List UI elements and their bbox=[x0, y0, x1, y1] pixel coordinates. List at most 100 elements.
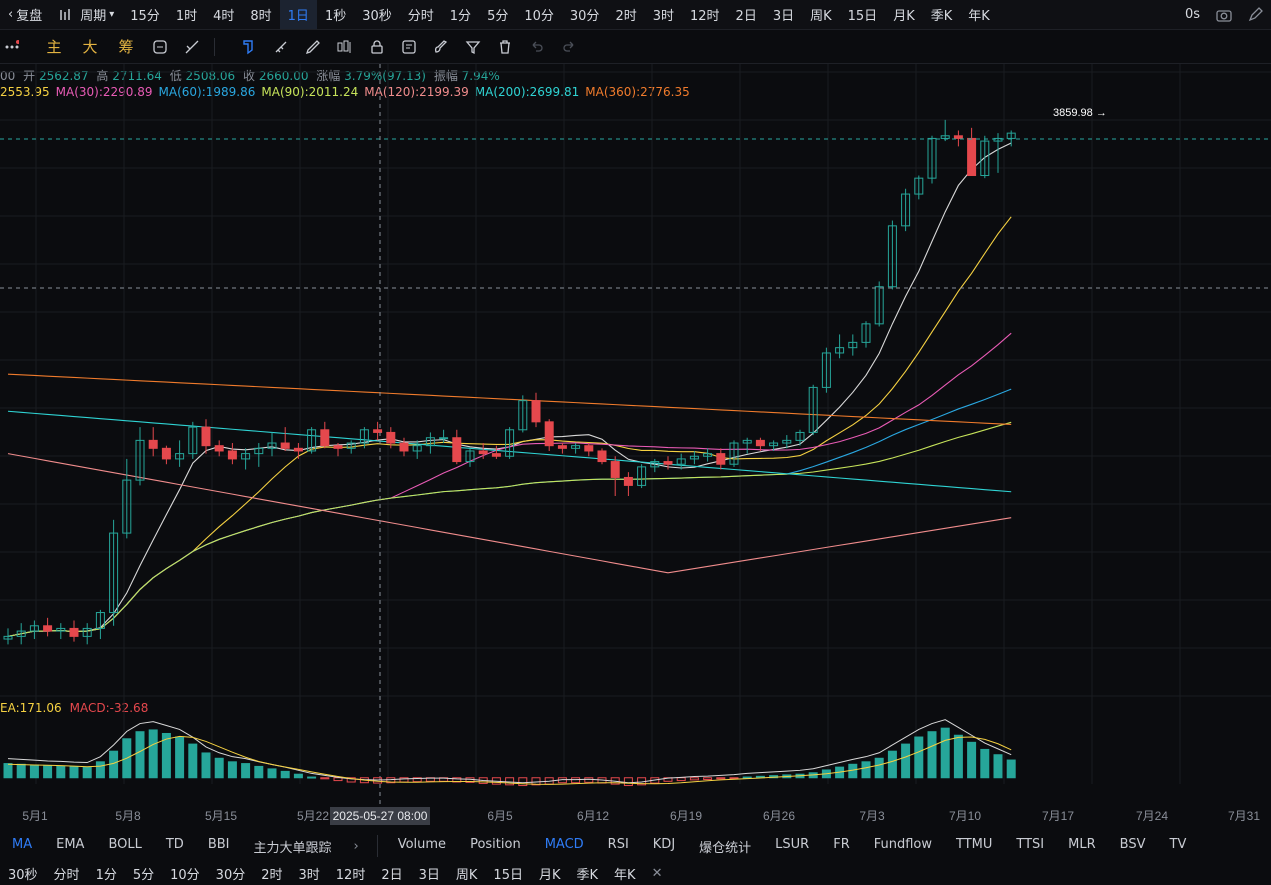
indicator-tab-main[interactable]: BBI bbox=[207, 836, 230, 852]
period-option[interactable]: 30秒 bbox=[8, 868, 38, 883]
indicator-tab-main[interactable]: 主力大单跟踪 bbox=[253, 840, 332, 856]
filter-icon[interactable] bbox=[457, 31, 489, 63]
interval-16[interactable]: 3日 bbox=[772, 9, 795, 24]
period-option[interactable]: 月K bbox=[538, 868, 561, 883]
big-chip-button[interactable]: 大 bbox=[82, 38, 98, 56]
candle-body bbox=[478, 450, 488, 455]
period-option[interactable]: 2日 bbox=[381, 868, 403, 883]
candle-body bbox=[161, 447, 171, 460]
indicator-tab-main[interactable]: EMA bbox=[56, 836, 85, 852]
interval-18[interactable]: 15日 bbox=[847, 9, 878, 24]
indicator-tab-main[interactable]: BOLL bbox=[108, 836, 142, 852]
redo-icon[interactable] bbox=[553, 31, 585, 63]
interval-2[interactable]: 4时 bbox=[213, 9, 235, 24]
indicator-tab-sub[interactable]: MACD bbox=[544, 836, 584, 852]
interval-11[interactable]: 30分 bbox=[569, 9, 600, 24]
macd-bar bbox=[254, 765, 264, 779]
candle-body bbox=[689, 455, 699, 460]
macd-bar bbox=[412, 777, 422, 783]
ruler-icon[interactable] bbox=[265, 31, 297, 63]
indicator-tab-sub[interactable]: FR bbox=[833, 836, 850, 852]
period-option[interactable]: 季K bbox=[576, 868, 599, 883]
period-option[interactable]: 3时 bbox=[298, 868, 320, 883]
interval-21[interactable]: 年K bbox=[968, 9, 990, 24]
interval-7[interactable]: 分时 bbox=[407, 9, 434, 24]
indicator-tab-sub[interactable]: KDJ bbox=[652, 836, 676, 852]
close-icon[interactable]: ✕ bbox=[651, 866, 663, 881]
camera-icon[interactable] bbox=[1208, 0, 1240, 29]
candle-body bbox=[505, 429, 515, 457]
period-option[interactable]: 分时 bbox=[53, 868, 80, 883]
indicator-tab-sub[interactable]: MLR bbox=[1068, 836, 1096, 852]
candle-body bbox=[175, 453, 185, 460]
candle-type-icon bbox=[60, 8, 70, 20]
ma-line bbox=[7, 373, 1012, 426]
candle-body bbox=[280, 442, 290, 449]
period-option[interactable]: 周K bbox=[455, 868, 478, 883]
interval-6[interactable]: 30秒 bbox=[362, 9, 392, 24]
period-option[interactable]: 5分 bbox=[132, 868, 155, 883]
candles-tool-icon[interactable] bbox=[329, 31, 361, 63]
interval-3[interactable]: 8时 bbox=[250, 9, 272, 24]
main-chip-button[interactable]: 主 bbox=[46, 38, 62, 56]
pen-icon[interactable] bbox=[297, 31, 329, 63]
chevron-right-icon[interactable]: › bbox=[353, 838, 359, 854]
period-option[interactable]: 3日 bbox=[418, 868, 440, 883]
indicator-icon[interactable] bbox=[176, 31, 208, 63]
indicator-tab-sub[interactable]: TV bbox=[1169, 836, 1187, 852]
price-chart[interactable]: 3859.98 → bbox=[0, 64, 1271, 804]
trash-icon[interactable] bbox=[489, 31, 521, 63]
interval-12[interactable]: 2时 bbox=[615, 9, 637, 24]
indicator-tab-sub[interactable]: RSI bbox=[607, 836, 629, 852]
select-tool-icon[interactable] bbox=[233, 31, 265, 63]
interval-14[interactable]: 12时 bbox=[690, 9, 720, 24]
interval-4[interactable]: 1日 bbox=[279, 0, 317, 29]
indicator-tab-main[interactable]: TD bbox=[165, 836, 184, 852]
macd-bar bbox=[901, 743, 911, 779]
edit-icon[interactable] bbox=[1240, 0, 1271, 29]
interval-13[interactable]: 3时 bbox=[652, 9, 674, 24]
indicator-tab-sub[interactable]: LSUR bbox=[775, 836, 810, 852]
x-tick-label: 7月24 bbox=[1136, 809, 1168, 823]
interval-10[interactable]: 10分 bbox=[524, 9, 554, 24]
macd-bar bbox=[135, 731, 145, 779]
interval-9[interactable]: 5分 bbox=[487, 9, 509, 24]
interval-15[interactable]: 2日 bbox=[735, 9, 757, 24]
replay-button[interactable]: ‹ 复盘 bbox=[0, 0, 50, 29]
macd-bar bbox=[293, 773, 303, 779]
more-dots-icon[interactable] bbox=[0, 31, 24, 63]
interval-1[interactable]: 1时 bbox=[175, 9, 198, 24]
period-option[interactable]: 30分 bbox=[215, 868, 246, 883]
candle-body bbox=[914, 177, 924, 195]
indicator-tab-sub[interactable]: BSV bbox=[1119, 836, 1146, 852]
period-option[interactable]: 2时 bbox=[261, 868, 283, 883]
indicator-tab-sub[interactable]: Fundflow bbox=[873, 836, 933, 852]
interval-17[interactable]: 周K bbox=[810, 9, 832, 24]
lock-icon[interactable] bbox=[361, 31, 393, 63]
indicator-tab-sub[interactable]: TTMU bbox=[956, 836, 993, 852]
macd-bar bbox=[333, 777, 343, 782]
interval-20[interactable]: 季K bbox=[930, 9, 953, 24]
macd-bar bbox=[69, 766, 79, 779]
indicator-tab-main[interactable]: MA bbox=[12, 836, 33, 852]
chart-type-button[interactable]: 周期 ▾ bbox=[50, 0, 122, 29]
period-option[interactable]: 年K bbox=[614, 868, 636, 883]
indicator-tab-sub[interactable]: TTSI bbox=[1016, 836, 1045, 852]
period-option[interactable]: 12时 bbox=[335, 868, 366, 883]
indicator-tab-sub[interactable]: Position bbox=[470, 836, 521, 852]
period-option[interactable]: 10分 bbox=[170, 868, 200, 883]
interval-5[interactable]: 1秒 bbox=[324, 9, 347, 24]
chip-distribution-button[interactable]: 筹 bbox=[118, 38, 134, 56]
interval-0[interactable]: 15分 bbox=[130, 9, 160, 24]
candle-body bbox=[346, 442, 356, 449]
indicator-tab-sub[interactable]: 爆仓统计 bbox=[699, 840, 752, 856]
brush-icon[interactable] bbox=[425, 31, 457, 63]
indicator-tab-sub[interactable]: Volume bbox=[397, 836, 447, 852]
note-icon[interactable] bbox=[393, 31, 425, 63]
interval-19[interactable]: 月K bbox=[893, 9, 915, 24]
settings-icon[interactable] bbox=[144, 31, 176, 63]
undo-icon[interactable] bbox=[521, 31, 553, 63]
period-option[interactable]: 1分 bbox=[95, 868, 117, 883]
interval-8[interactable]: 1分 bbox=[449, 9, 472, 24]
period-option[interactable]: 15日 bbox=[493, 868, 523, 883]
